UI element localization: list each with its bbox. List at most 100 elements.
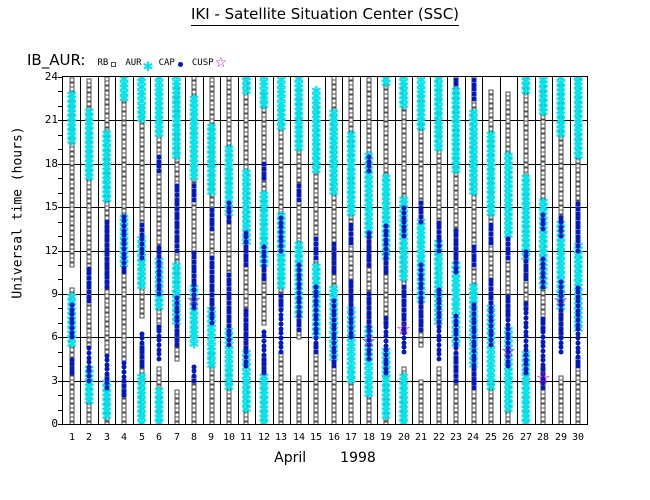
marker-cap: [191, 273, 197, 279]
marker-cap: [366, 239, 372, 245]
marker-cap: [139, 227, 145, 233]
marker-rb: [243, 270, 249, 276]
marker-rb: [69, 239, 75, 245]
marker-rb: [69, 146, 75, 152]
marker-rb: [471, 223, 476, 229]
marker-cap: [471, 316, 476, 321]
marker-cap: [261, 276, 267, 282]
marker-rb: [366, 96, 372, 102]
marker-cap: [296, 318, 302, 324]
marker-rb: [540, 179, 546, 185]
marker-cap: [436, 328, 441, 334]
marker-cap: [348, 316, 354, 322]
marker-cusp: ☆: [361, 331, 377, 352]
marker-rb: [226, 260, 232, 266]
marker-cap: [191, 259, 197, 265]
marker-rb: [69, 197, 75, 203]
marker-rb: [156, 198, 162, 203]
marker-cap: [401, 205, 407, 211]
marker-rb: [278, 143, 284, 149]
marker-cap: [366, 319, 372, 325]
marker-rb: [471, 204, 476, 210]
marker-cap: [139, 345, 145, 351]
marker-cap: [383, 361, 389, 367]
marker-rb: [296, 403, 302, 408]
marker-rb: [331, 416, 337, 422]
marker-rb: [540, 299, 546, 305]
marker-cap: [383, 329, 389, 335]
marker-aur: ✱: [223, 142, 235, 158]
marker-aur: ✱: [293, 77, 305, 88]
marker-cap: [243, 308, 249, 314]
marker-cap: [523, 347, 529, 353]
marker-rb: [418, 161, 424, 167]
marker-rb: [209, 403, 214, 408]
marker-cap: [453, 331, 459, 337]
marker-cap: [366, 291, 372, 297]
marker-cap: [383, 237, 389, 243]
marker-rb: [139, 183, 145, 189]
marker-cap: [331, 345, 337, 351]
marker-cap: [366, 356, 372, 362]
marker-rb: [104, 321, 110, 327]
marker-cap: [313, 302, 319, 308]
marker-cap: [331, 255, 337, 261]
marker-rb: [104, 398, 110, 404]
marker-rb: [69, 156, 75, 161]
marker-rb: [261, 311, 267, 316]
marker-cap: [156, 245, 162, 251]
marker-cap: [243, 244, 249, 249]
marker-rb: [121, 120, 127, 126]
marker-cap: [296, 295, 302, 301]
marker-cap: [191, 192, 197, 198]
marker-cap: [121, 369, 127, 375]
marker-rb: [86, 393, 92, 399]
marker-rb: [471, 403, 476, 408]
marker-cap: [540, 334, 546, 340]
marker-rb: [209, 379, 214, 385]
marker-cap: [418, 200, 424, 206]
marker-rb: [278, 366, 284, 371]
marker-rb: [348, 393, 354, 399]
marker-cap: [575, 201, 581, 207]
marker-cap: [383, 269, 389, 275]
y-axis-tick: [58, 395, 63, 396]
y-axis-tick: [58, 366, 63, 367]
legend-item-cap: CAP: [159, 57, 187, 68]
marker-rb: [575, 186, 581, 192]
marker-rb: [104, 94, 110, 100]
marker-rb: [69, 287, 75, 293]
marker-cap: [453, 77, 459, 83]
marker-cap: [261, 333, 267, 339]
marker-cap: [453, 313, 459, 319]
marker-rb: [104, 168, 110, 174]
marker-rb: [243, 99, 249, 105]
marker-cap: [418, 205, 424, 211]
marker-cap: [296, 197, 302, 203]
marker-rb: [191, 154, 197, 160]
marker-rb: [104, 201, 110, 207]
gridline-vertical: [220, 77, 221, 424]
marker-rb: [243, 279, 249, 285]
marker-cap: [348, 302, 354, 308]
marker-rb: [191, 384, 197, 390]
marker-cap: [348, 236, 354, 242]
gridline-vertical: [395, 77, 396, 424]
marker-rb: [278, 407, 284, 413]
marker-cap: [174, 342, 179, 347]
marker-cap: [453, 81, 459, 87]
marker-rb: [383, 126, 389, 131]
y-axis-tick: [58, 236, 63, 237]
marker-cap: [174, 187, 179, 193]
marker-rb: [540, 309, 546, 314]
marker-rb: [86, 78, 92, 84]
x-axis-tick-label: 25: [484, 432, 498, 443]
marker-aur: ✱: [188, 92, 200, 108]
marker-cap: [331, 335, 337, 341]
marker-rb: [243, 127, 249, 133]
marker-rb: [156, 211, 162, 217]
marker-cap: [86, 355, 92, 360]
marker-cap: [401, 228, 407, 234]
marker-cap: [471, 96, 476, 102]
marker-rb: [383, 297, 389, 303]
